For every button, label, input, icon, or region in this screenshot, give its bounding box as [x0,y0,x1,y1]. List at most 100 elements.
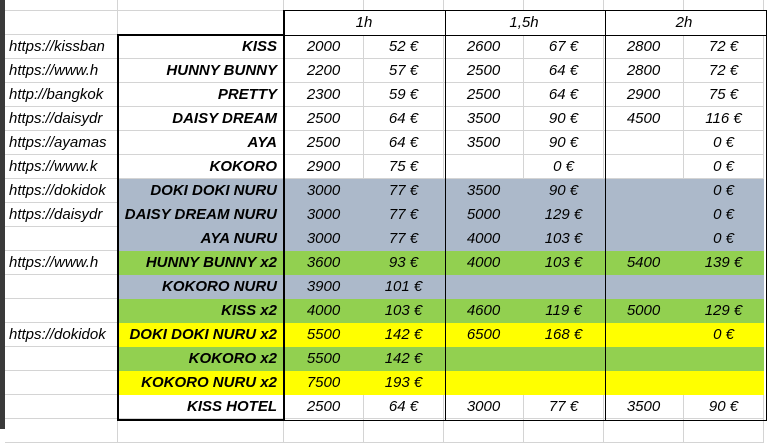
price-eur-cell[interactable]: 90 € [684,395,764,419]
price-cell[interactable]: 3600 [284,251,364,275]
price-cell[interactable]: 5400 [604,251,684,275]
price-eur-cell[interactable]: 0 € [684,179,764,203]
price-cell[interactable]: 3900 [284,275,364,299]
price-cell[interactable] [604,371,684,395]
price-eur-cell[interactable]: 93 € [364,251,444,275]
name-cell[interactable]: AYA [118,131,284,155]
duration-header[interactable]: 2h [675,14,693,31]
duration-header[interactable]: 1h [355,14,373,31]
price-cell[interactable] [604,203,684,227]
price-cell[interactable]: 2200 [284,59,364,83]
price-cell[interactable]: 2500 [284,131,364,155]
url-cell[interactable]: https://kissban [5,35,118,59]
price-eur-cell[interactable]: 59 € [364,83,444,107]
price-eur-cell[interactable] [684,347,764,371]
price-cell[interactable]: 3500 [444,107,524,131]
price-eur-cell[interactable] [524,371,604,395]
price-eur-cell[interactable]: 52 € [364,35,444,59]
price-eur-cell[interactable]: 139 € [684,251,764,275]
price-eur-cell[interactable]: 168 € [524,323,604,347]
empty-cell[interactable] [118,419,284,443]
empty-cell[interactable] [684,419,764,443]
url-cell[interactable] [5,227,118,251]
price-eur-cell[interactable]: 103 € [524,227,604,251]
empty-cell[interactable] [284,419,364,443]
price-cell[interactable]: 2500 [444,59,524,83]
price-eur-cell[interactable]: 77 € [364,227,444,251]
price-eur-cell[interactable]: 119 € [524,299,604,323]
name-cell[interactable]: KISS x2 [118,299,284,323]
name-cell[interactable]: PRETTY [118,83,284,107]
price-cell[interactable] [604,275,684,299]
url-cell[interactable]: https://dokidok [5,323,118,347]
price-eur-cell[interactable]: 0 € [684,203,764,227]
name-cell[interactable]: DOKI DOKI NURU x2 [118,323,284,347]
price-eur-cell[interactable]: 64 € [524,59,604,83]
empty-cell[interactable] [444,419,524,443]
url-cell[interactable] [5,275,118,299]
name-cell[interactable]: HUNNY BUNNY x2 [118,251,284,275]
price-cell[interactable]: 2000 [284,35,364,59]
price-cell[interactable]: 2900 [284,155,364,179]
empty-cell[interactable] [604,419,684,443]
price-eur-cell[interactable] [684,371,764,395]
price-cell[interactable]: 2800 [604,35,684,59]
url-cell[interactable] [5,347,118,371]
price-eur-cell[interactable]: 0 € [684,155,764,179]
price-cell[interactable]: 4600 [444,299,524,323]
empty-cell[interactable] [524,0,604,11]
price-cell[interactable]: 2500 [444,83,524,107]
name-cell[interactable]: KISS HOTEL [118,395,284,419]
price-cell[interactable] [604,155,684,179]
price-cell[interactable]: 5000 [604,299,684,323]
name-cell[interactable]: KOKORO NURU [118,275,284,299]
name-cell[interactable]: KISS [118,35,284,59]
url-cell[interactable]: https://dokidok [5,179,118,203]
price-cell[interactable]: 2600 [444,35,524,59]
price-eur-cell[interactable]: 77 € [524,395,604,419]
price-eur-cell[interactable]: 75 € [364,155,444,179]
price-cell[interactable]: 3000 [284,203,364,227]
price-eur-cell[interactable] [524,275,604,299]
price-cell[interactable]: 2900 [604,83,684,107]
price-cell[interactable] [444,275,524,299]
price-eur-cell[interactable]: 129 € [684,299,764,323]
price-eur-cell[interactable]: 90 € [524,179,604,203]
price-cell[interactable]: 4000 [444,251,524,275]
duration-header[interactable]: 1,5h [509,14,539,31]
price-eur-cell[interactable]: 57 € [364,59,444,83]
empty-cell[interactable] [524,419,604,443]
price-eur-cell[interactable]: 75 € [684,83,764,107]
price-cell[interactable] [604,131,684,155]
price-cell[interactable]: 3500 [444,131,524,155]
price-cell[interactable]: 4000 [444,227,524,251]
empty-cell[interactable] [444,0,524,11]
empty-cell[interactable] [118,11,284,35]
name-cell[interactable]: KOKORO x2 [118,347,284,371]
url-cell[interactable] [5,299,118,323]
price-cell[interactable] [604,323,684,347]
price-cell[interactable]: 3500 [604,395,684,419]
price-eur-cell[interactable]: 64 € [524,83,604,107]
empty-cell[interactable] [284,0,364,11]
price-cell[interactable] [604,227,684,251]
price-eur-cell[interactable]: 64 € [364,395,444,419]
name-cell[interactable]: DOKI DOKI NURU [118,179,284,203]
price-eur-cell[interactable] [684,275,764,299]
price-cell[interactable]: 7500 [284,371,364,395]
empty-cell[interactable] [5,11,118,35]
price-cell[interactable]: 2300 [284,83,364,107]
price-cell[interactable]: 4000 [284,299,364,323]
url-cell[interactable]: http://bangkok [5,83,118,107]
price-eur-cell[interactable]: 193 € [364,371,444,395]
price-cell[interactable]: 5500 [284,347,364,371]
price-cell[interactable]: 4500 [604,107,684,131]
empty-cell[interactable] [364,0,444,11]
price-eur-cell[interactable]: 0 € [684,227,764,251]
url-cell[interactable] [5,395,118,419]
url-cell[interactable]: https://ayamas [5,131,118,155]
price-eur-cell[interactable]: 90 € [524,131,604,155]
name-cell[interactable]: DAISY DREAM [118,107,284,131]
price-eur-cell[interactable]: 90 € [524,107,604,131]
price-eur-cell[interactable]: 116 € [684,107,764,131]
